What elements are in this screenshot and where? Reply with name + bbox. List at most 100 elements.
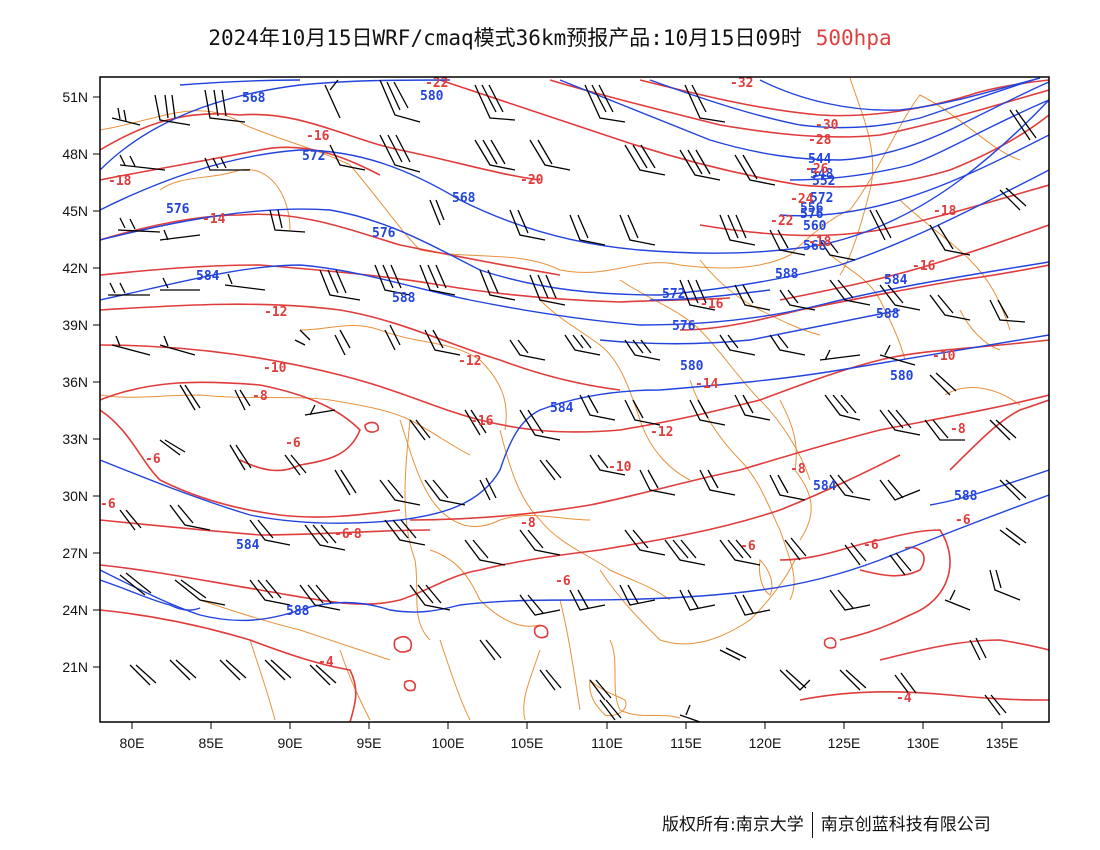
lat-label: 48N <box>62 146 88 162</box>
temp-label: -4 <box>896 691 912 706</box>
temp-label: -6 <box>740 539 756 554</box>
lat-label: 30N <box>62 488 88 504</box>
lon-label: 125E <box>828 735 861 751</box>
lon-label: 100E <box>432 735 465 751</box>
temp-label: -28 <box>808 133 832 148</box>
wind-barbs <box>108 79 1037 722</box>
longitude-axis: 80E 85E 90E 95E 100E 105E 110E 115E 120E… <box>120 722 1019 751</box>
height-label: 580 <box>420 89 444 104</box>
height-label: 584 <box>236 538 260 553</box>
temp-label: -6 <box>145 452 161 467</box>
temp-label: -18 <box>808 235 832 250</box>
temp-label: -18 <box>933 204 957 219</box>
temp-label: -12 <box>458 354 481 369</box>
height-contours <box>100 77 1049 622</box>
lon-label: 135E <box>986 735 1019 751</box>
height-contour-labels: 568 580 572 568 576 576 584 588 572 576 … <box>166 89 978 619</box>
height-label: 548 <box>810 167 834 182</box>
height-label: 552 <box>812 174 835 189</box>
temp-label: -10 <box>932 349 956 364</box>
temp-label: -30 <box>815 118 839 133</box>
height-label: 576 <box>372 226 396 241</box>
height-label: 588 <box>775 267 799 282</box>
height-label: 584 <box>813 479 837 494</box>
height-label: 556 <box>800 201 824 216</box>
lon-label: 90E <box>278 735 303 751</box>
height-label: 572 <box>302 149 325 164</box>
lat-label: 33N <box>62 431 88 447</box>
plot-frame <box>99 76 1050 723</box>
latitude-axis: 51N 48N 45N 42N 39N 36N 33N 30N 27N 24N … <box>62 89 100 675</box>
temp-label: -8 <box>950 422 966 437</box>
title-main: 2024年10月15日WRF/cmaq模式36km预报产品:10月15日09时 <box>208 26 802 50</box>
height-label: 568 <box>803 239 827 254</box>
height-label: 560 <box>803 219 827 234</box>
height-label: 568 <box>242 91 266 106</box>
temp-label: -4 <box>318 655 334 670</box>
temp-label: -6 <box>100 497 116 512</box>
lon-label: 105E <box>511 735 544 751</box>
height-label: 580 <box>890 369 914 384</box>
temp-label: -26 <box>805 162 829 177</box>
temp-label: -6 <box>555 574 571 589</box>
temp-label: -8 <box>790 462 806 477</box>
temp-label: -20 <box>520 173 544 188</box>
height-label: 584 <box>884 273 908 288</box>
lon-label: 95E <box>357 735 382 751</box>
height-label: 576 <box>800 207 824 222</box>
temp-label: -14 <box>202 212 226 227</box>
lat-label: 27N <box>62 545 88 561</box>
temp-label: -8 <box>520 516 536 531</box>
temp-label: -22 <box>770 214 793 229</box>
footer-divider <box>811 812 813 838</box>
temp-label: -18 <box>108 174 132 189</box>
height-label: 544 <box>808 152 832 167</box>
temp-label: -12 <box>264 305 287 320</box>
copyright-owner: 版权所有:南京大学 <box>662 815 804 835</box>
lon-label: 85E <box>199 735 224 751</box>
height-label: 572 <box>662 287 685 302</box>
temp-label: -22 <box>425 76 448 91</box>
temp-label: -6 <box>955 513 971 528</box>
lon-label: 115E <box>670 735 702 751</box>
lat-label: 36N <box>62 374 88 390</box>
lat-label: 39N <box>62 317 88 333</box>
height-label: 588 <box>876 307 900 322</box>
temp-label: -6 <box>863 538 879 553</box>
lon-label: 110E <box>591 735 623 751</box>
temp-label: -24 <box>790 192 814 207</box>
temp-label: -8 <box>346 527 362 542</box>
lat-label: 45N <box>62 203 88 219</box>
temp-label: -8 <box>252 389 268 404</box>
height-label: 568 <box>452 191 476 206</box>
chart-title: 2024年10月15日WRF/cmaq模式36km预报产品:10月15日09时 5… <box>0 22 1100 52</box>
temp-label: -16 <box>470 414 494 429</box>
temp-label: -6 <box>285 436 301 451</box>
copyright-footer: 版权所有:南京大学 南京创蓝科技有限公司 <box>662 810 991 838</box>
temp-label: -6 <box>334 527 350 542</box>
height-label: 576 <box>672 319 696 334</box>
lon-label: 120E <box>749 735 782 751</box>
lat-label: 24N <box>62 602 88 618</box>
lat-label: 21N <box>62 659 88 675</box>
temp-label: -32 <box>730 76 753 91</box>
copyright-company: 南京创蓝科技有限公司 <box>820 815 991 835</box>
height-label: 576 <box>166 202 190 217</box>
lon-label: 80E <box>120 735 145 751</box>
height-label: 588 <box>954 489 978 504</box>
height-label: 588 <box>392 291 416 306</box>
height-label: 584 <box>550 401 574 416</box>
temp-label: -10 <box>263 361 287 376</box>
height-label: 588 <box>286 604 310 619</box>
temp-label: -10 <box>608 460 632 475</box>
temp-label: -16 <box>700 297 724 312</box>
temp-label: -14 <box>695 377 719 392</box>
temperature-contours <box>100 79 1049 722</box>
lat-label: 42N <box>62 260 88 276</box>
height-label: 572 <box>810 191 833 206</box>
temp-label: -12 <box>650 425 673 440</box>
title-level: 500hpa <box>815 26 892 50</box>
height-label: 580 <box>680 359 704 374</box>
temperature-contour-labels: -22 -16 -18 -14 -20 -22 -24 -26 -28 -30 … <box>100 76 971 706</box>
